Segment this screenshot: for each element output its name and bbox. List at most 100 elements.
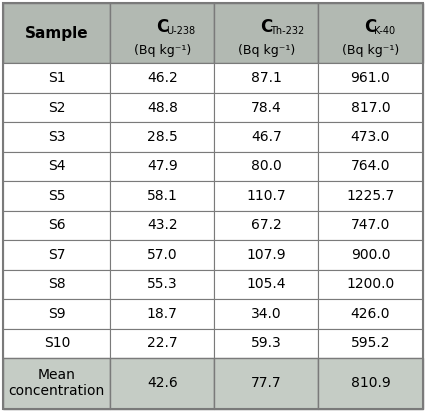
Bar [110, 211, 214, 240]
Bar [110, 122, 214, 152]
Text: 110.7: 110.7 [246, 189, 286, 203]
Text: 28.5: 28.5 [147, 130, 178, 144]
Bar [110, 328, 214, 358]
Text: 817.0: 817.0 [351, 101, 390, 115]
Bar [214, 328, 318, 358]
Bar [318, 269, 423, 299]
Bar [3, 299, 110, 328]
Text: 18.7: 18.7 [147, 307, 178, 321]
Bar [214, 181, 318, 211]
Bar [318, 122, 423, 152]
Bar [214, 240, 318, 269]
Text: S3: S3 [48, 130, 66, 144]
Bar [214, 63, 318, 93]
Text: 57.0: 57.0 [147, 248, 178, 262]
Text: C: C [364, 18, 377, 36]
Bar [318, 211, 423, 240]
Text: 87.1: 87.1 [251, 71, 282, 85]
Text: 43.2: 43.2 [147, 218, 178, 232]
Text: 46.7: 46.7 [251, 130, 282, 144]
Text: (Bq kg⁻¹): (Bq kg⁻¹) [134, 44, 191, 56]
Text: 426.0: 426.0 [351, 307, 390, 321]
Bar [318, 240, 423, 269]
Text: 55.3: 55.3 [147, 277, 178, 291]
Bar [214, 269, 318, 299]
Text: 473.0: 473.0 [351, 130, 390, 144]
Bar [318, 299, 423, 328]
Text: S1: S1 [48, 71, 66, 85]
Bar [318, 63, 423, 93]
Text: 900.0: 900.0 [351, 248, 390, 262]
Text: 22.7: 22.7 [147, 336, 178, 350]
Bar [3, 358, 110, 409]
Text: S6: S6 [48, 218, 66, 232]
Text: 747.0: 747.0 [351, 218, 390, 232]
Text: S5: S5 [48, 189, 66, 203]
Text: 67.2: 67.2 [251, 218, 282, 232]
Bar [318, 358, 423, 409]
Bar [3, 240, 110, 269]
Text: 77.7: 77.7 [251, 377, 282, 390]
Bar [3, 63, 110, 93]
Text: K-40: K-40 [374, 26, 395, 37]
Text: S4: S4 [48, 159, 66, 173]
Text: 105.4: 105.4 [247, 277, 286, 291]
Text: 42.6: 42.6 [147, 377, 178, 390]
Text: Th-232: Th-232 [270, 26, 304, 37]
Text: 961.0: 961.0 [351, 71, 390, 85]
Text: 46.2: 46.2 [147, 71, 178, 85]
Text: 764.0: 764.0 [351, 159, 390, 173]
Bar [110, 63, 214, 93]
Bar [318, 93, 423, 122]
Bar [214, 211, 318, 240]
Text: Mean
concentration: Mean concentration [9, 368, 105, 398]
Bar [214, 299, 318, 328]
Text: S10: S10 [44, 336, 70, 350]
Text: 80.0: 80.0 [251, 159, 282, 173]
Bar [3, 211, 110, 240]
Bar [110, 358, 214, 409]
Bar [3, 328, 110, 358]
Bar [214, 93, 318, 122]
Text: 1200.0: 1200.0 [346, 277, 394, 291]
Bar [214, 3, 318, 63]
Text: 1225.7: 1225.7 [346, 189, 394, 203]
Bar [3, 269, 110, 299]
Bar [3, 122, 110, 152]
Text: (Bq kg⁻¹): (Bq kg⁻¹) [342, 44, 399, 56]
Bar [110, 3, 214, 63]
Bar [3, 93, 110, 122]
Bar [110, 269, 214, 299]
Bar [214, 358, 318, 409]
Text: C: C [156, 18, 168, 36]
Text: 595.2: 595.2 [351, 336, 390, 350]
Text: S7: S7 [48, 248, 66, 262]
Text: 107.9: 107.9 [246, 248, 286, 262]
Bar [110, 93, 214, 122]
Bar [318, 181, 423, 211]
Bar [318, 3, 423, 63]
Bar [3, 3, 110, 63]
Text: S9: S9 [48, 307, 66, 321]
Text: C: C [260, 18, 272, 36]
Text: 34.0: 34.0 [251, 307, 282, 321]
Text: 78.4: 78.4 [251, 101, 282, 115]
Bar [3, 181, 110, 211]
Bar [110, 299, 214, 328]
Bar [3, 152, 110, 181]
Text: 810.9: 810.9 [351, 377, 390, 390]
Text: (Bq kg⁻¹): (Bq kg⁻¹) [238, 44, 295, 56]
Text: 47.9: 47.9 [147, 159, 178, 173]
Text: U-238: U-238 [166, 26, 195, 37]
Text: Sample: Sample [25, 26, 89, 41]
Bar [214, 152, 318, 181]
Text: 48.8: 48.8 [147, 101, 178, 115]
Bar [214, 122, 318, 152]
Bar [110, 240, 214, 269]
Bar [110, 152, 214, 181]
Text: S2: S2 [48, 101, 66, 115]
Text: 58.1: 58.1 [147, 189, 178, 203]
Bar [318, 328, 423, 358]
Text: S8: S8 [48, 277, 66, 291]
Bar [110, 181, 214, 211]
